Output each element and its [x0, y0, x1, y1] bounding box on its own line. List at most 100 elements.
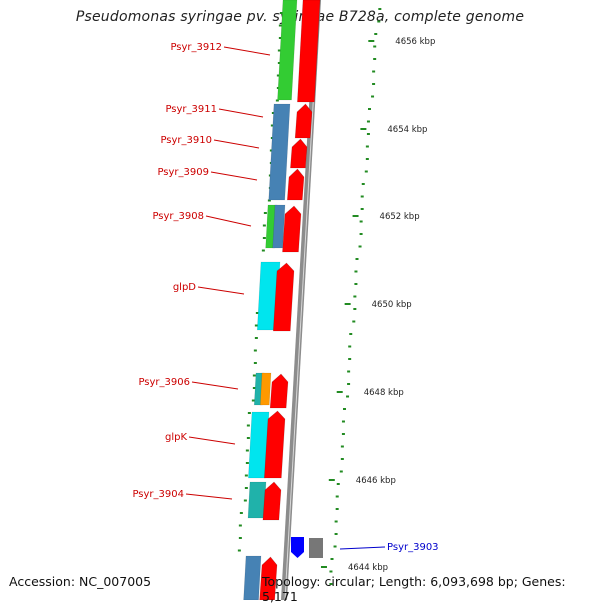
backbone-track: [281, 0, 321, 600]
scale-tick-label: 4650 kbp: [372, 300, 412, 310]
scale-tick-mark: [344, 303, 351, 305]
gene-label-psyr-3906: Psyr_3906: [138, 377, 190, 388]
scale-tick-mark: [320, 566, 327, 568]
gc-dash: [353, 308, 357, 310]
gc-dash: [354, 283, 358, 285]
gc-dash: [359, 220, 363, 223]
gc-dash: [255, 312, 259, 314]
gc-dash: [368, 108, 371, 110]
gc-dash: [373, 45, 377, 48]
gc-dash: [361, 183, 365, 185]
gc-dash: [252, 374, 256, 377]
gene-arrow: [269, 373, 289, 409]
accession-text: Accession: NC_007005: [9, 574, 152, 589]
gene-arrow: [294, 103, 313, 139]
gene-arrow: [282, 205, 302, 253]
gc-dash: [374, 33, 378, 35]
scale-tick-mark: [368, 40, 375, 42]
gc-dash: [244, 474, 248, 477]
gc-dash: [262, 237, 266, 239]
gc-dash: [329, 583, 333, 585]
label-leader-line: [205, 215, 252, 227]
gc-dash: [378, 8, 382, 10]
gc-dash: [365, 158, 369, 160]
gene-block: [309, 538, 323, 558]
gc-dash: [245, 462, 249, 464]
gc-dash: [336, 483, 340, 485]
gc-dash: [275, 99, 279, 102]
gc-dash: [335, 508, 339, 510]
gc-dash: [346, 395, 350, 398]
gc-dash: [269, 149, 273, 152]
gene-label-psyr-3910: Psyr_3910: [160, 135, 212, 146]
label-leader-line: [188, 436, 236, 445]
gene-label-glpd: glpD: [173, 282, 196, 293]
gc-dash: [277, 62, 281, 64]
gc-dash: [333, 545, 337, 548]
gc-dash: [341, 420, 345, 423]
gc-dash: [278, 24, 282, 27]
scale-tick-mark: [360, 128, 367, 130]
feature-block: [277, 0, 298, 101]
gc-dash: [246, 424, 250, 427]
gc-dash: [239, 512, 243, 514]
gc-dash: [348, 358, 352, 360]
gc-dash: [347, 383, 351, 385]
label-leader-line: [191, 381, 239, 390]
gc-dash: [267, 199, 271, 202]
gene-arrow: [259, 556, 278, 600]
gene-label-psyr-3903: Psyr_3903: [387, 542, 439, 553]
gc-dash: [348, 345, 352, 348]
gc-dash: [347, 370, 351, 373]
gc-dash: [359, 233, 363, 235]
gene-arrow: [286, 168, 305, 201]
gene-arrow-psyr-3903: [291, 537, 304, 558]
gc-dash: [334, 533, 338, 535]
gene-track: [259, 0, 323, 600]
scale-tick-label: 4656 kbp: [395, 37, 435, 47]
gc-dash: [341, 433, 345, 435]
gene-label-psyr-3909: Psyr_3909: [157, 167, 209, 178]
backbone-highlight: [284, 0, 320, 600]
gc-dash: [247, 412, 251, 414]
gc-dash: [377, 20, 381, 23]
gc-dash: [340, 445, 344, 448]
page-title: Pseudomonas syringae pv. syringae B728a,…: [75, 9, 525, 25]
gc-dash: [360, 208, 364, 210]
gc-dash: [352, 320, 356, 323]
gc-dash: [244, 487, 248, 489]
scale-tick-label: 4654 kbp: [387, 125, 427, 135]
gene-arrow: [272, 262, 295, 332]
gc-dash: [330, 558, 334, 560]
scale-tick-mark: [328, 479, 335, 481]
label-leader-line: [197, 286, 245, 295]
gc-dash: [261, 249, 265, 252]
gc-dash: [366, 120, 370, 123]
gc-dash: [253, 349, 257, 352]
gene-arrow: [263, 410, 286, 479]
gc-dash: [252, 387, 256, 389]
scale-tick-label: 4646 kbp: [356, 476, 396, 486]
gene-arrow: [297, 0, 321, 103]
gc-dash: [366, 133, 370, 135]
label-leader-line: [339, 546, 386, 550]
scale-tick-label: 4652 kbp: [380, 212, 420, 222]
gc-dash: [334, 520, 338, 523]
feature-block: [248, 411, 270, 479]
gene-label-psyr-3908: Psyr_3908: [152, 211, 204, 222]
feature-block: [259, 372, 272, 406]
gc-dash: [278, 37, 282, 39]
gc-dash: [237, 549, 241, 552]
gc-dash: [364, 170, 368, 173]
gene-label-layer: Psyr_3912 Psyr_3911 Psyr_3910 Psyr_3909 Psyr…: [132, 42, 438, 553]
scale-tick-label: 4644 kbp: [348, 563, 388, 573]
gc-dash: [254, 324, 258, 327]
gc-dash: [245, 449, 249, 452]
gene-label-psyr-3911: Psyr_3911: [165, 104, 217, 115]
gc-dash: [279, 12, 283, 14]
gc-dash: [329, 570, 333, 573]
gc-dash: [271, 112, 275, 114]
gene-label-psyr-3912: Psyr_3912: [170, 42, 222, 53]
gc-dash: [263, 212, 267, 214]
